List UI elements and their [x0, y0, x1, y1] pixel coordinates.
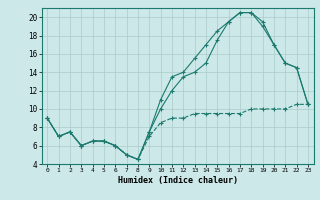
- X-axis label: Humidex (Indice chaleur): Humidex (Indice chaleur): [118, 176, 237, 185]
